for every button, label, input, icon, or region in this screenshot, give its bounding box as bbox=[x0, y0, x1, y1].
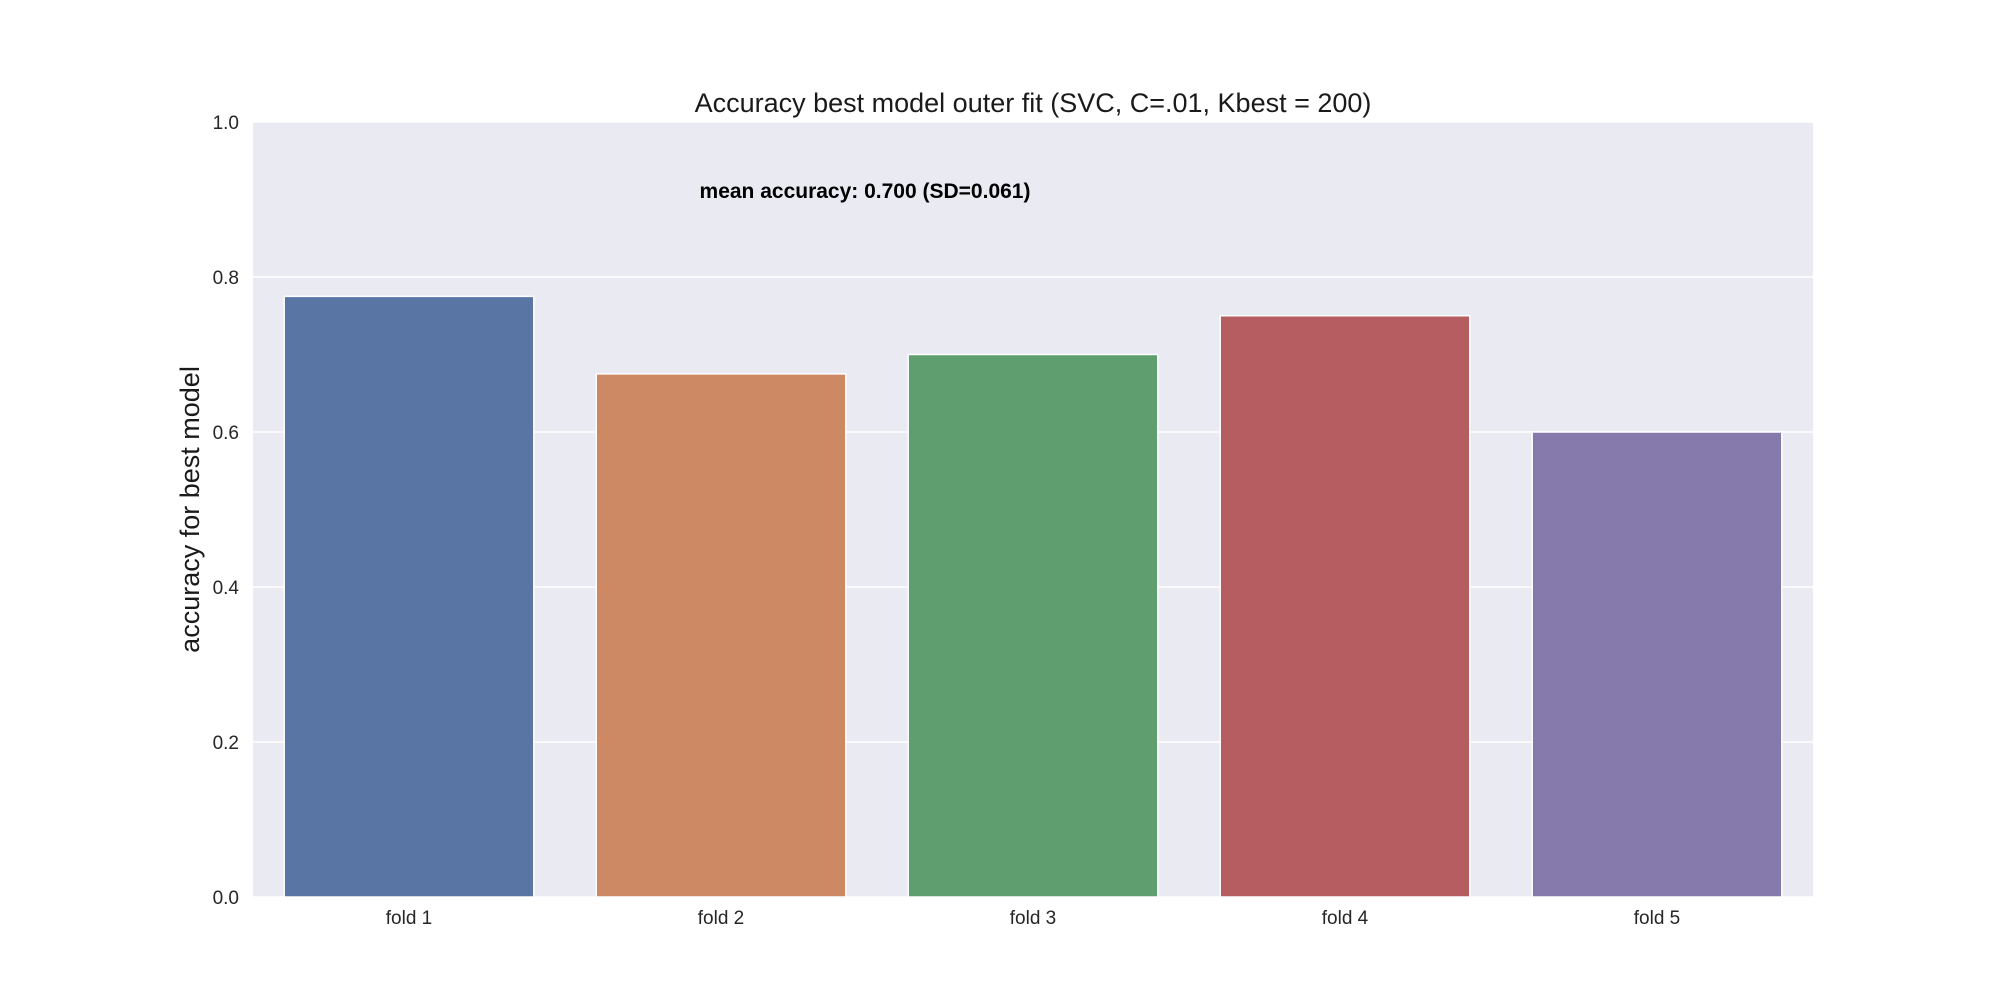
x-axis-ticks: fold 1 fold 2 fold 3 fold 4 fold 5 bbox=[386, 908, 1680, 929]
y-axis-ticks: 0.0 0.2 0.4 0.6 0.8 1.0 bbox=[213, 113, 240, 909]
y-tick-label: 1.0 bbox=[213, 113, 239, 134]
x-tick-label: fold 1 bbox=[386, 908, 432, 929]
bar-fold-1 bbox=[283, 295, 535, 898]
mean-accuracy-annotation: mean accuracy: 0.700 (SD=0.061) bbox=[700, 180, 1031, 203]
y-axis-label: accuracy for best model bbox=[175, 366, 205, 653]
bar-fold-2 bbox=[595, 373, 847, 898]
y-tick-label: 0.8 bbox=[213, 268, 239, 289]
bar-fold-5 bbox=[1531, 431, 1783, 898]
x-tick-label: fold 2 bbox=[698, 908, 744, 929]
y-tick-label: 0.4 bbox=[213, 578, 240, 599]
bars bbox=[283, 295, 1783, 898]
bar-fold-3 bbox=[907, 353, 1159, 898]
bar-fold-4 bbox=[1219, 315, 1471, 898]
x-tick-label: fold 4 bbox=[1322, 908, 1369, 929]
y-tick-label: 0.2 bbox=[213, 733, 239, 754]
x-tick-label: fold 3 bbox=[1010, 908, 1056, 929]
y-tick-label: 0.0 bbox=[213, 888, 239, 909]
x-tick-label: fold 5 bbox=[1634, 908, 1680, 929]
chart-title: Accuracy best model outer fit (SVC, C=.0… bbox=[695, 88, 1372, 118]
y-tick-label: 0.6 bbox=[213, 423, 239, 444]
